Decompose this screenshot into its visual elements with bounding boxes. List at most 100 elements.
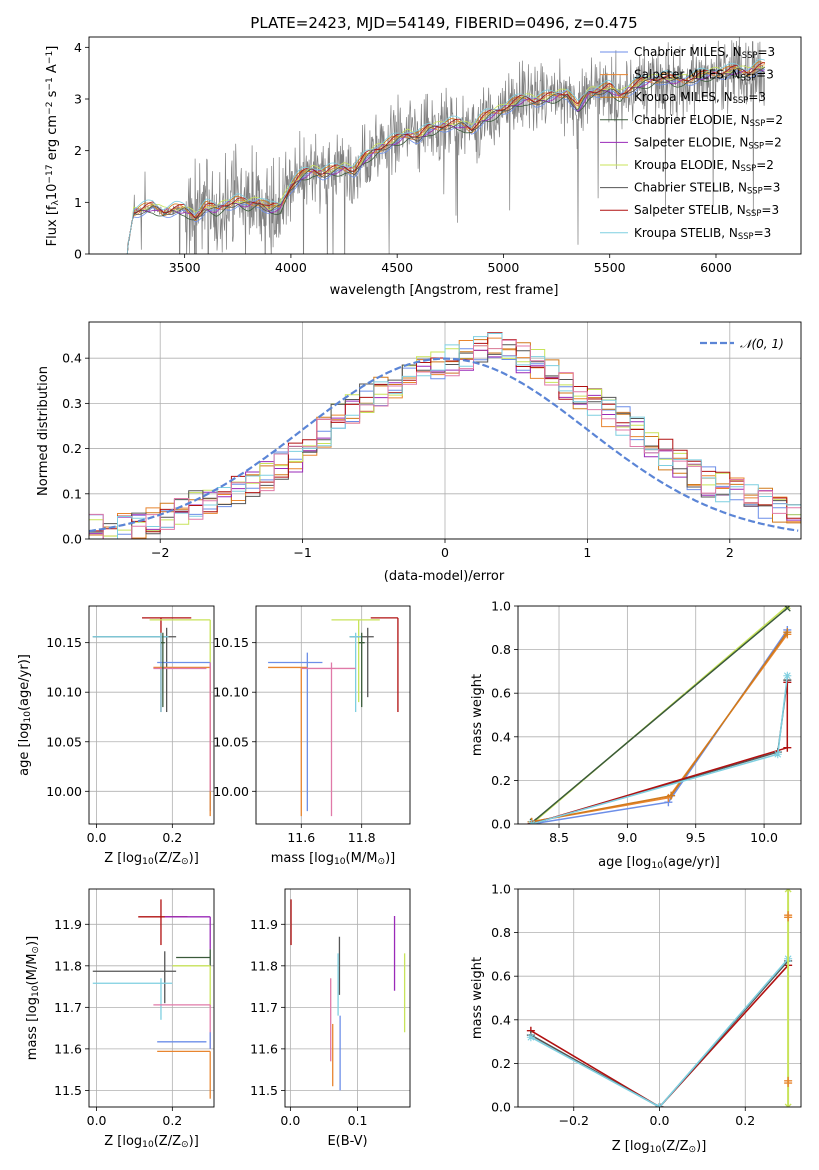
data-point	[783, 606, 791, 610]
y-tick-label: 11.8	[250, 958, 278, 973]
axes-frame	[517, 605, 802, 825]
y-tick-label: 0	[74, 247, 82, 262]
y-tick-label: 10.00	[213, 784, 249, 799]
plot-area	[89, 889, 214, 1107]
plot-area	[89, 322, 801, 539]
x-axis-label: Z [log10(Z/Z⊙)]	[104, 1134, 199, 1150]
legend-entry: Chabrier ELODIE, NSSP=2	[634, 113, 783, 128]
x-axis-label: (data-model)/error	[384, 569, 505, 584]
y-tick-label: 11.6	[250, 1041, 278, 1056]
y-axis-label: mass weight	[470, 674, 485, 756]
panel-mass-vs-EBV: 0.0 0.1 11.5 11.6 11.7 11.8 11.9	[250, 888, 411, 1128]
y-tick-label: 10.15	[213, 635, 249, 650]
y-tick-label: 0.0	[491, 1100, 511, 1115]
y-tick-label: 0.8	[491, 642, 511, 657]
x-tick-label: 0.0	[650, 1113, 670, 1128]
x-tick-label: 0.1	[348, 1113, 368, 1128]
residual-histogram	[89, 339, 801, 539]
x-tick-label: 1	[583, 545, 591, 560]
y-tick-label: 10.00	[46, 784, 82, 799]
x-tick-label: −1	[293, 545, 311, 560]
x-axis-label: E(B-V)	[327, 1134, 367, 1149]
series-line	[532, 607, 788, 823]
model-spectrum-salpeter-miles	[126, 64, 765, 254]
panel-spectrum: 3500 4000 4500 5000 5500 6000 0 1 2 3 4	[74, 36, 802, 275]
series-line	[531, 629, 788, 824]
x-tick-label: 5000	[488, 260, 520, 275]
y-tick-label: 11.6	[54, 1041, 82, 1056]
x-tick-label: 10.0	[750, 830, 778, 845]
legend-entry: Salpeter ELODIE, NSSP=2	[634, 135, 782, 150]
x-tick-label: 4000	[275, 260, 307, 275]
y-tick-label: 1.0	[491, 599, 511, 614]
normal-curve	[89, 357, 799, 533]
x-axis-label: Z [log10(Z/Z⊙)]	[104, 851, 199, 867]
y-tick-label: 10.05	[46, 734, 82, 749]
panel-age-vs-Z: 0.0 0.2 10.00 10.05 10.10 10.15	[46, 605, 215, 845]
series-line	[531, 633, 788, 823]
y-tick-label: 0.1	[62, 486, 82, 501]
y-tick-label: 11.7	[250, 1000, 278, 1015]
y-tick-label: 11.9	[250, 917, 278, 932]
y-axis-label: Normed distribution	[36, 366, 51, 496]
legend-entry: Chabrier STELIB, NSSP=3	[634, 181, 780, 196]
legend-entry: Salpeter MILES, NSSP=3	[634, 68, 774, 83]
data-point	[784, 1079, 793, 1088]
plot-area	[285, 889, 410, 1107]
series-line	[531, 682, 789, 824]
model-spectrum-chabrier-stelib	[126, 66, 766, 254]
x-tick-label: −0.2	[559, 1113, 589, 1128]
y-axis-label: mass [log10(M/M⊙)]	[25, 936, 41, 1060]
y-tick-label: 0.0	[491, 817, 511, 832]
x-tick-label: 9.0	[617, 830, 637, 845]
series-line	[530, 958, 789, 1107]
y-tick-label: 0.4	[62, 351, 82, 366]
axes-frame	[88, 605, 215, 825]
y-tick-label: 4	[74, 40, 82, 55]
data-point	[783, 628, 792, 637]
series-line	[531, 675, 789, 824]
y-tick-label: 1	[74, 195, 82, 210]
data-point	[783, 671, 792, 680]
x-tick-label: 5500	[594, 260, 626, 275]
y-tick-label: 0.3	[62, 396, 82, 411]
plot-area	[256, 606, 410, 824]
y-tick-label: 3	[74, 92, 82, 107]
data-point	[667, 791, 676, 800]
x-tick-label: 0.2	[162, 830, 182, 845]
x-tick-label: 8.5	[549, 830, 569, 845]
legend-entry: Salpeter STELIB, NSSP=3	[634, 203, 779, 218]
y-tick-label: 0.4	[491, 729, 511, 744]
axes-frame	[517, 888, 802, 1108]
model-spectrum-chabrier-miles	[126, 68, 766, 254]
series-line	[530, 964, 789, 1107]
y-tick-label: 0.2	[491, 773, 511, 788]
data-point	[784, 1103, 792, 1107]
panel-age-vs-mass: 11.6 11.8 10.00 10.05 10.10 10.15	[213, 605, 411, 845]
legend: Chabrier MILES, NSSP=3 Salpeter MILES, NS…	[600, 45, 783, 241]
y-tick-label: 11.7	[54, 1000, 82, 1015]
x-tick-label: −2	[151, 545, 169, 560]
data-point	[783, 743, 792, 752]
plot-area	[518, 889, 801, 1107]
plot-area	[126, 37, 766, 254]
axes-frame	[88, 321, 802, 540]
x-axis-label: wavelength [Angstrom, rest frame]	[330, 283, 559, 298]
axes-frame	[255, 605, 411, 825]
x-tick-label: 0.2	[162, 1113, 182, 1128]
series-line	[531, 680, 789, 824]
panel-massweight-vs-Z: −0.2 0.0 0.2 0.0 0.2 0.4 0.6 0.8 1.0	[491, 882, 802, 1128]
plot-area	[518, 606, 801, 824]
y-tick-label: 2	[74, 143, 82, 158]
y-tick-label: 11.8	[54, 958, 82, 973]
panel-residuals: −2 −1 0 1 2 0.0 0.1 0.2 0.3 0.4	[62, 321, 802, 560]
x-axis-label: Z [log10(Z/Z⊙)]	[612, 1139, 707, 1155]
x-tick-label: 0.0	[87, 830, 107, 845]
x-tick-label: 11.6	[287, 830, 315, 845]
axes-frame	[88, 888, 215, 1108]
legend-entry: Kroupa STELIB, NSSP=3	[634, 226, 771, 241]
legend-entry: 𝒩(0, 1)	[740, 337, 784, 351]
chart-title: PLATE=2423, MJD=54149, FIBERID=0496, z=0…	[250, 14, 637, 32]
x-tick-label: 11.8	[348, 830, 376, 845]
